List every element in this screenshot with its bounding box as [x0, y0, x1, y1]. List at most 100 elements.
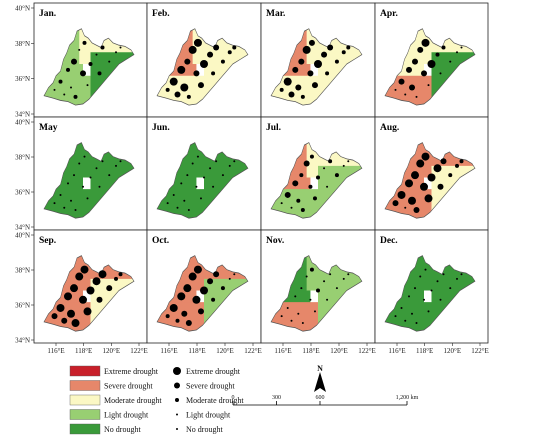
lon-tick-label: 118°E	[302, 347, 319, 355]
station-dot	[180, 182, 183, 185]
map-panel-sep: Sep.	[33, 229, 148, 344]
station-dot	[346, 45, 351, 50]
station-dot	[441, 45, 446, 50]
station-dot	[199, 197, 202, 200]
station-dot	[86, 197, 89, 200]
station-dot	[314, 60, 322, 68]
scale-bar: 0 300 600 1,200 km	[232, 395, 419, 406]
station-dot	[183, 199, 186, 202]
station-dot	[292, 66, 299, 73]
station-dot	[100, 45, 105, 50]
month-label: Mar.	[266, 9, 285, 19]
station-dot	[220, 59, 225, 64]
station-dot	[335, 287, 338, 290]
station-dot	[79, 295, 87, 304]
station-dot	[92, 277, 101, 286]
station-dot	[297, 312, 300, 315]
station-dot	[442, 273, 445, 276]
station-dot	[411, 312, 413, 315]
station-dot	[423, 298, 425, 301]
month-label: May	[39, 123, 58, 133]
station-dot	[440, 158, 447, 165]
station-dot	[63, 93, 66, 96]
station-dot	[78, 162, 81, 165]
legend-dot-label-no: No drought	[186, 425, 223, 434]
station-dot	[279, 87, 284, 92]
station-dot	[56, 303, 65, 312]
station-dot	[334, 173, 339, 178]
lat-tick-label: 36°N	[15, 75, 30, 83]
station-dot	[459, 159, 464, 164]
legend-swatch-light	[69, 409, 101, 420]
map-panel-aug: Aug.	[374, 116, 489, 231]
scale-label: 0	[232, 395, 235, 401]
station-dot	[187, 209, 190, 212]
station-dot	[400, 306, 403, 309]
station-dot	[421, 70, 427, 77]
lat-tick-label: 34°N	[15, 337, 30, 345]
station-dot	[325, 71, 330, 76]
scale-label: 600	[316, 395, 325, 401]
station-dot	[421, 152, 430, 161]
station-dot	[436, 280, 439, 283]
station-dot	[174, 91, 181, 98]
station-dot	[211, 71, 216, 76]
station-dot	[185, 320, 192, 327]
province-outline	[43, 142, 135, 219]
lat-tick-label: 38°N	[15, 40, 30, 48]
station-dot	[294, 295, 297, 298]
station-dot	[427, 84, 430, 87]
station-dot	[321, 51, 328, 58]
station-dot	[73, 94, 78, 99]
station-dot	[298, 58, 305, 65]
station-dot	[86, 286, 95, 295]
month-label: Sep.	[39, 236, 56, 246]
month-label: Aug.	[380, 123, 399, 133]
station-dot	[96, 296, 103, 303]
station-dot	[88, 62, 93, 66]
station-dot	[115, 51, 117, 54]
map-panel-jan: Jan.	[33, 2, 148, 118]
station-dot	[228, 277, 231, 280]
legend-swatch-extreme	[69, 365, 101, 377]
province-outline	[43, 255, 135, 332]
station-dot	[300, 287, 303, 290]
station-dot	[427, 60, 436, 68]
station-dot	[329, 273, 332, 276]
lon-tick-label: 116°E	[47, 347, 64, 355]
station-dot	[420, 182, 428, 191]
map-panel-dec: Dec.	[374, 229, 489, 344]
station-dot	[98, 270, 107, 279]
legend-dot-label-light: Light drought	[186, 411, 231, 420]
map-panel-nov: Nov.	[260, 229, 376, 344]
map-panel-feb: Feb.	[146, 2, 262, 118]
lat-tick-label: 40°N	[15, 5, 30, 13]
station-dot	[119, 46, 122, 49]
station-dot	[397, 190, 406, 199]
station-dot	[427, 310, 430, 313]
legend-dot-label-extreme: Extreme drought	[186, 367, 241, 376]
province-outline	[43, 28, 135, 106]
station-dot	[191, 162, 194, 165]
station-dot	[83, 155, 86, 158]
station-dot	[284, 191, 291, 198]
station-dot	[71, 58, 77, 65]
station-dot	[312, 196, 317, 201]
station-dot	[394, 88, 397, 91]
station-dot	[215, 160, 218, 163]
station-dot	[108, 60, 111, 63]
station-dot	[207, 278, 214, 285]
station-dot	[323, 167, 326, 170]
station-dot	[341, 50, 346, 55]
station-dot	[286, 306, 289, 309]
province-outline	[156, 255, 249, 332]
lon-tick-label: 120°E	[444, 347, 462, 355]
station-dot	[227, 50, 232, 55]
month-label: Jun.	[152, 123, 170, 133]
station-dot	[186, 174, 189, 177]
province-outline	[156, 142, 249, 219]
station-dot	[404, 206, 407, 209]
station-dot	[98, 185, 101, 188]
station-dot	[419, 275, 422, 278]
